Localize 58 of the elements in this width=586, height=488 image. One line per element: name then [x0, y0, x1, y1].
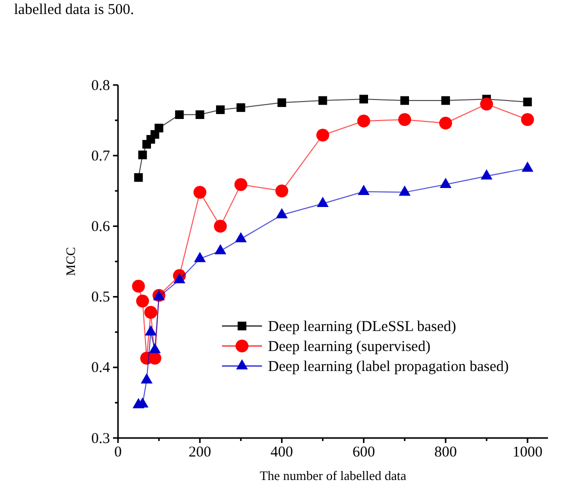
- point: [194, 252, 206, 262]
- point: [441, 96, 450, 105]
- point: [132, 280, 145, 293]
- point: [154, 124, 164, 132]
- point: [275, 184, 288, 198]
- point: [214, 244, 226, 254]
- point: [277, 98, 286, 107]
- y-tick-label: 0.3: [91, 430, 110, 447]
- point: [357, 114, 370, 128]
- point: [140, 373, 153, 384]
- point: [480, 98, 494, 110]
- x-tick-label: 800: [434, 444, 457, 461]
- point: [316, 128, 330, 142]
- point: [144, 306, 158, 319]
- legend-label: Deep learning (supervised): [268, 339, 430, 355]
- point: [398, 113, 412, 126]
- point: [316, 196, 329, 208]
- point: [359, 94, 368, 104]
- y-tick-label: 0.7: [91, 148, 110, 164]
- point: [236, 103, 246, 112]
- legend-label: Deep learning (DLeSSL based): [268, 319, 456, 335]
- y-tick-label: 0.5: [91, 290, 110, 306]
- point: [134, 173, 143, 182]
- point: [523, 98, 532, 106]
- point: [522, 162, 534, 172]
- y-tick-label: 0.4: [91, 360, 110, 376]
- point: [216, 105, 225, 114]
- x-tick-label: 600: [352, 444, 375, 461]
- legend-label: Deep learning (label propagation based): [268, 359, 509, 375]
- point: [136, 294, 150, 308]
- point: [174, 273, 186, 284]
- point: [234, 178, 248, 191]
- point: [214, 220, 227, 233]
- x-axis-title: The number of labelled data: [260, 468, 406, 483]
- point: [400, 96, 409, 105]
- text: labelled data is 500.: [14, 2, 134, 18]
- point: [480, 169, 492, 180]
- x-tick-label: 400: [270, 444, 294, 461]
- point: [318, 96, 328, 105]
- point: [148, 342, 161, 354]
- y-tick-label: 0.8: [91, 78, 110, 94]
- point: [193, 186, 206, 199]
- point: [144, 325, 157, 336]
- point: [234, 232, 247, 242]
- point: [439, 116, 452, 130]
- point: [196, 110, 204, 119]
- x-tick-label: 1000: [512, 444, 543, 461]
- y-tick-label: 0.6: [91, 219, 110, 235]
- point: [138, 150, 147, 160]
- point: [358, 184, 370, 196]
- point: [398, 186, 411, 196]
- point: [440, 178, 452, 188]
- point: [276, 208, 288, 218]
- y-axis-title: MCC: [63, 247, 78, 276]
- point: [521, 113, 534, 126]
- point: [175, 110, 184, 119]
- x-tick-label: 0: [114, 444, 122, 461]
- x-tick-label: 200: [188, 444, 212, 461]
